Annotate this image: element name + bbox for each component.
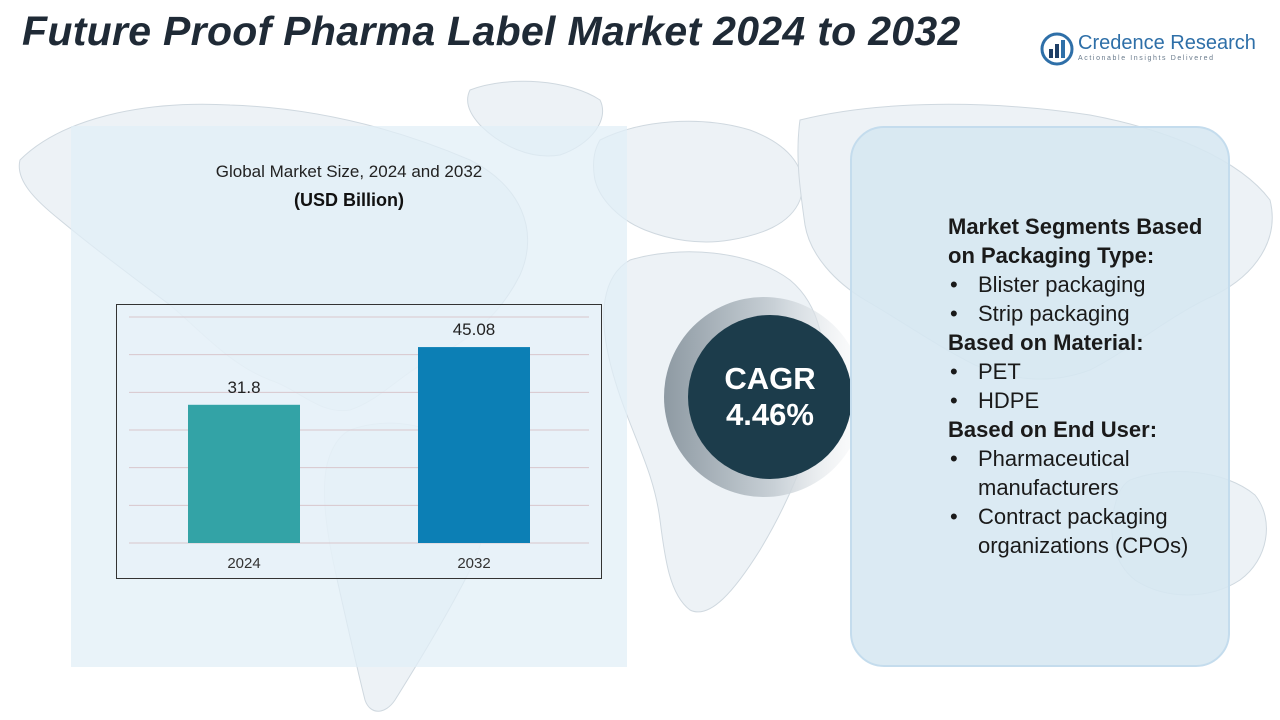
segment-item: • Pharmaceutical manufacturers bbox=[948, 444, 1230, 502]
market-segments: Market Segments Based on Packaging Type:… bbox=[948, 212, 1230, 560]
segment-list: • PET • HDPE bbox=[948, 357, 1230, 415]
bar-2024 bbox=[188, 404, 300, 543]
page-title: Future Proof Pharma Label Market 2024 to… bbox=[22, 8, 961, 54]
segment-list: • Blister packaging • Strip packaging bbox=[948, 270, 1230, 328]
segment-heading: Based on End User: bbox=[948, 417, 1158, 442]
data-label: 31.8 bbox=[227, 378, 260, 397]
cagr-ring bbox=[664, 297, 857, 497]
segment-heading: Based on Material: bbox=[948, 330, 1144, 355]
segment-item: • Blister packaging bbox=[948, 270, 1230, 299]
segment-item-label: Blister packaging bbox=[978, 272, 1146, 297]
bar-chart-svg: 31.8 2024 45.08 2032 bbox=[129, 316, 589, 572]
chart-title: Global Market Size, 2024 and 2032 bbox=[215, 162, 483, 181]
bar-chart: 31.8 2024 45.08 2032 bbox=[116, 304, 602, 579]
segment-item: • PET bbox=[948, 357, 1230, 386]
cagr-label: CAGR bbox=[724, 361, 816, 396]
logo-tagline: Actionable Insights Delivered bbox=[1078, 55, 1215, 62]
bullet: • bbox=[950, 504, 958, 529]
credence-logo-icon bbox=[1040, 32, 1074, 66]
cagr-circle bbox=[688, 315, 852, 479]
segment-item-label: Strip packaging bbox=[978, 301, 1130, 326]
segment-item-label: HDPE bbox=[978, 388, 1040, 413]
segment-group: Based on Material: • PET • HDPE bbox=[948, 328, 1230, 415]
cagr-text: CAGR 4.46% bbox=[690, 361, 850, 433]
credence-logo[interactable]: Credence Research Actionable Insights De… bbox=[1040, 30, 1256, 70]
x-tick-label: 2024 bbox=[227, 555, 260, 572]
segment-item-label: PET bbox=[978, 359, 1021, 384]
bar-2032 bbox=[418, 347, 530, 543]
chart-unit-label: (USD Billion) bbox=[294, 190, 404, 210]
segment-list: • Pharmaceutical manufacturers • Contract … bbox=[948, 444, 1230, 560]
segment-item-label: Contract packaging organizations (CPOs) bbox=[978, 504, 1189, 558]
data-label: 45.08 bbox=[453, 320, 496, 339]
bullet: • bbox=[950, 359, 958, 384]
market-segments-panel: Market Segments Based on Packaging Type:… bbox=[850, 126, 1230, 667]
x-tick-label: 2032 bbox=[457, 555, 490, 572]
segment-item-label: Pharmaceutical manufacturers bbox=[978, 446, 1130, 500]
segment-group: Based on End User: • Pharmaceutical manuf… bbox=[948, 415, 1230, 560]
bullet: • bbox=[950, 272, 958, 297]
segment-item: • HDPE bbox=[948, 386, 1230, 415]
segment-item: • Strip packaging bbox=[948, 299, 1230, 328]
segment-heading: Market Segments Based on Packaging Type: bbox=[948, 214, 1203, 268]
bullet: • bbox=[950, 446, 958, 471]
bullet: • bbox=[950, 301, 958, 326]
cagr-badge: CAGR 4.46% bbox=[652, 295, 857, 500]
segment-group: Market Segments Based on Packaging Type:… bbox=[948, 212, 1230, 328]
bullet: • bbox=[950, 388, 958, 413]
cagr-value: 4.46% bbox=[726, 397, 814, 432]
logo-name: Credence Research bbox=[1078, 32, 1256, 54]
chart-panel: Global Market Size, 2024 and 2032 (USD B… bbox=[71, 126, 627, 667]
segment-item: • Contract packaging organizations (CPOs) bbox=[948, 502, 1230, 560]
